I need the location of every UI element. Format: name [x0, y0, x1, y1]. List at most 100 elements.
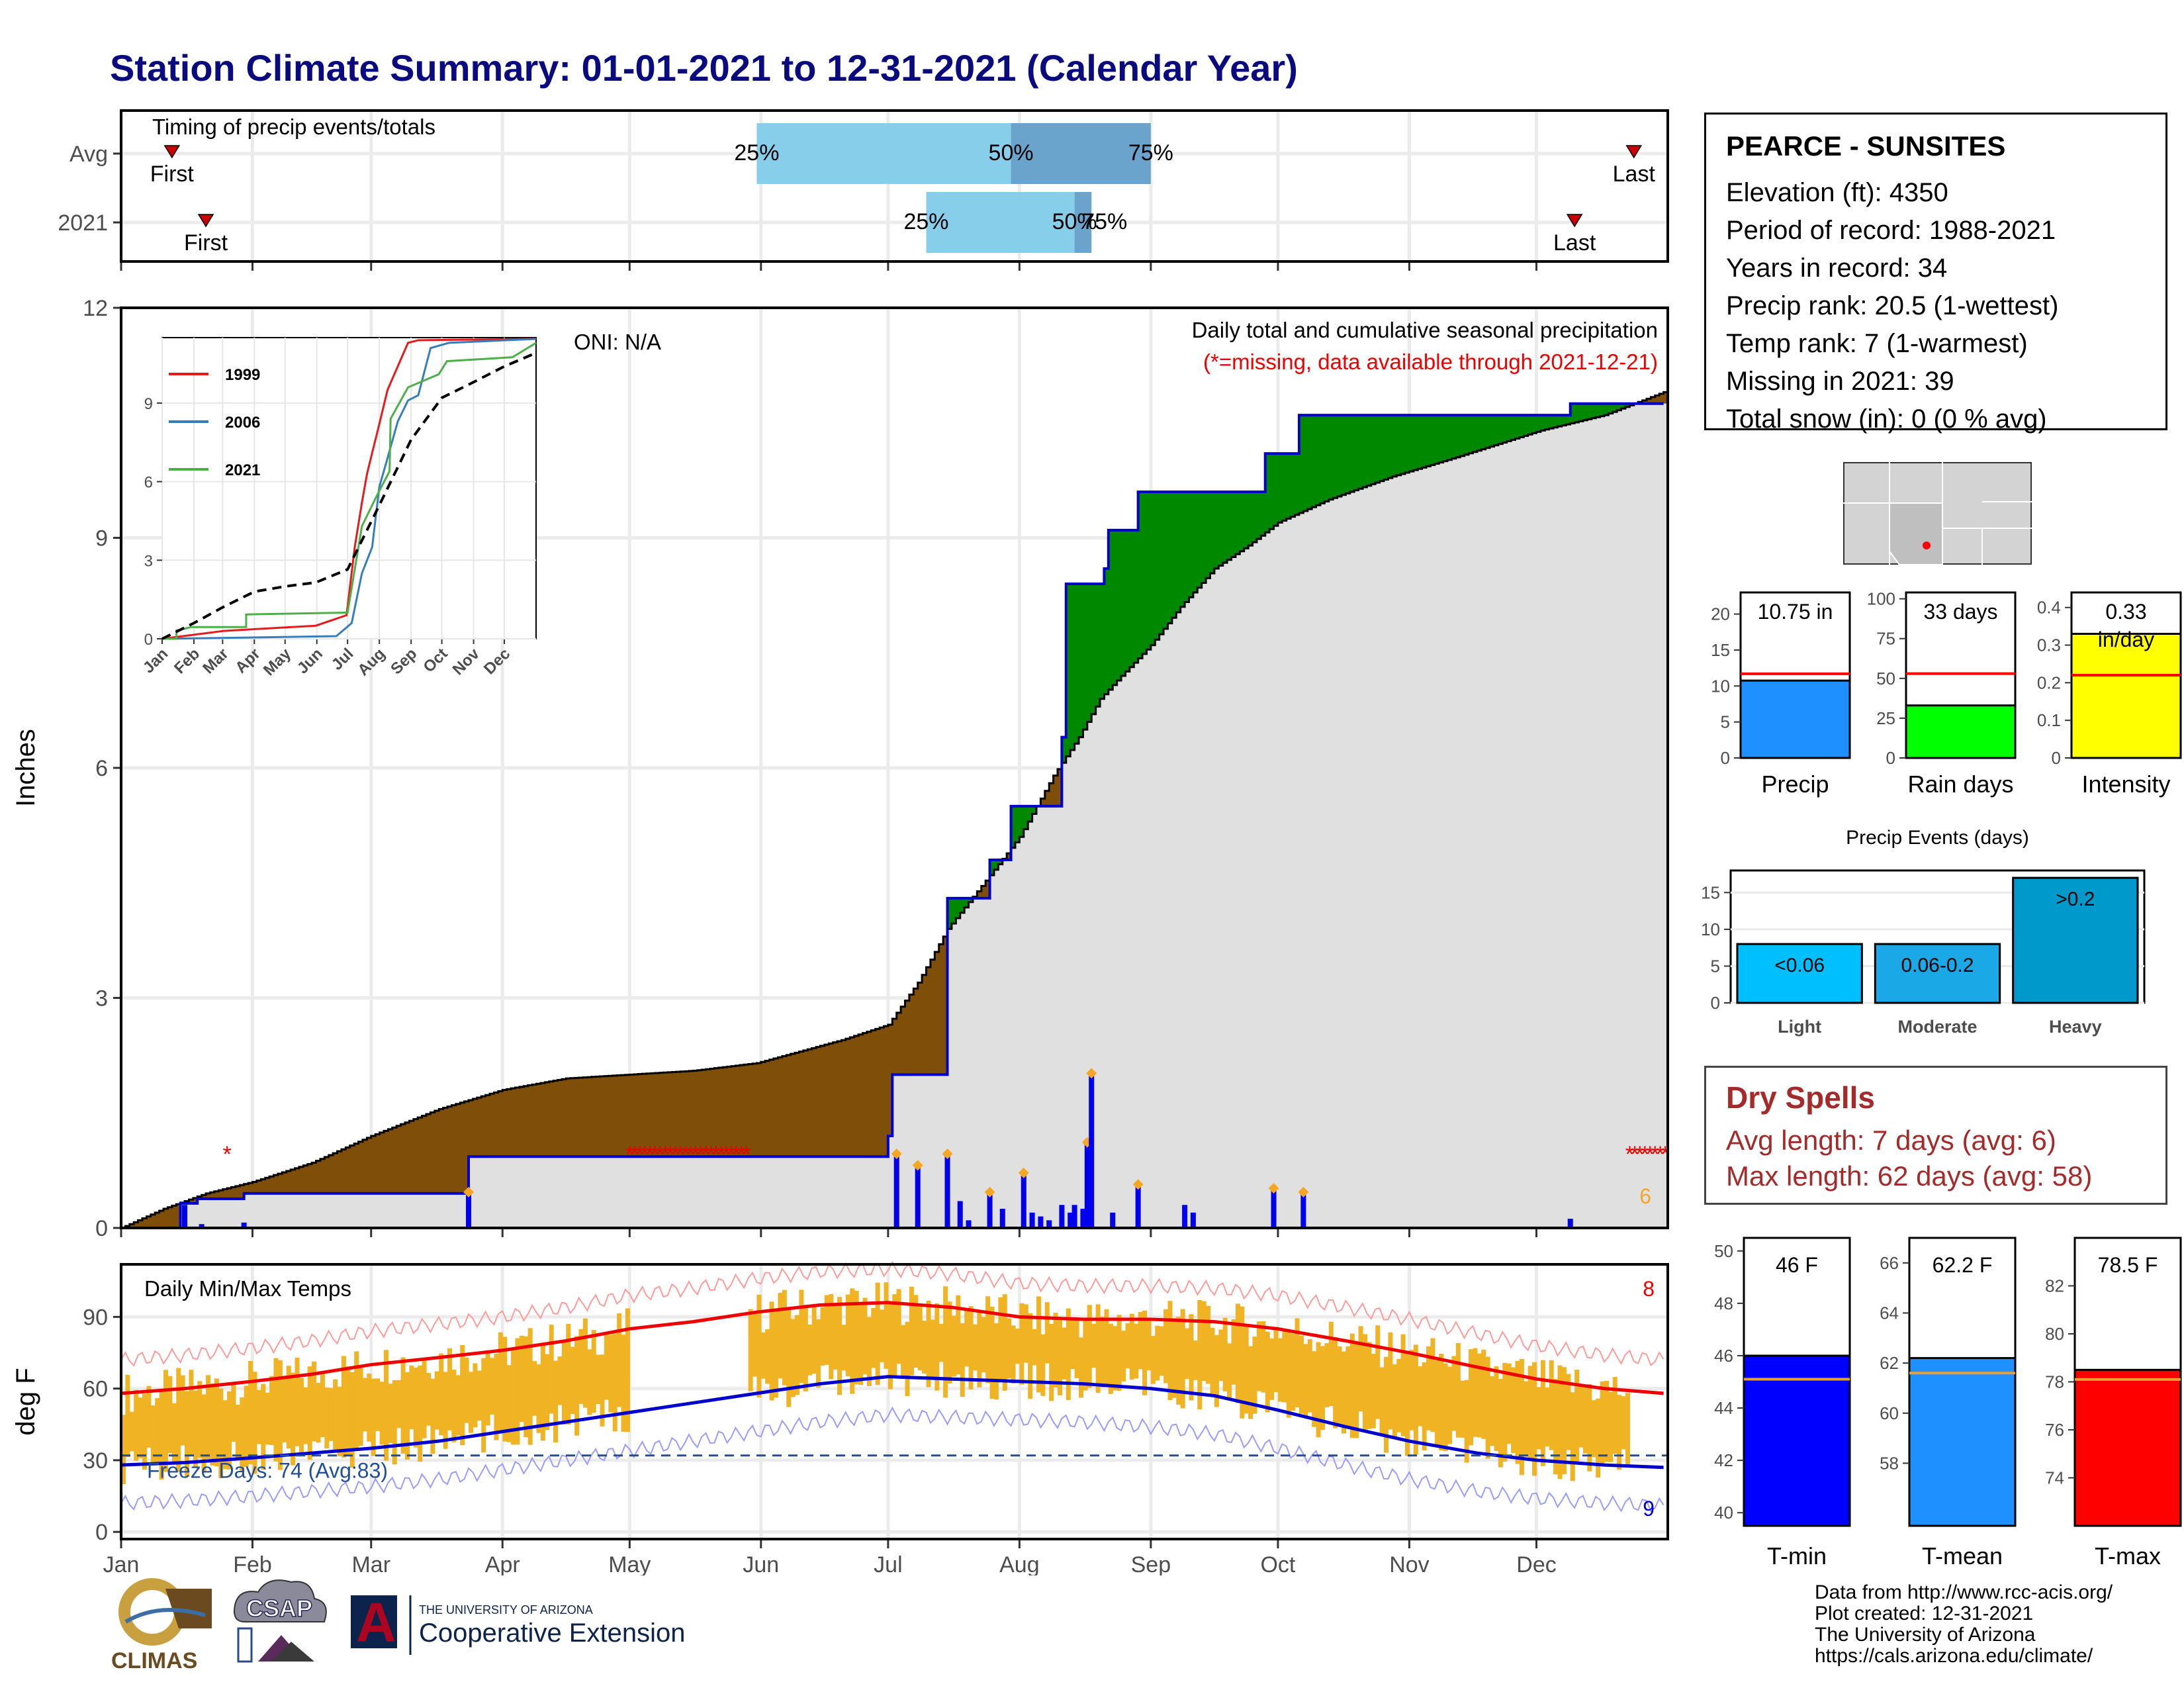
precip-normal-fill: [1201, 583, 1206, 1228]
precip-normal-fill: [1019, 837, 1024, 1228]
missing-day-marker: *: [702, 1142, 710, 1167]
precip-deficit-band: [1659, 393, 1664, 404]
precip-normal-fill: [1527, 434, 1533, 1228]
daily-temp-bar: [795, 1315, 800, 1395]
daily-temp-bar: [1405, 1354, 1410, 1456]
daily-precip-bar: [1046, 1220, 1052, 1228]
events-bar-label: <0.06: [1774, 955, 1825, 976]
precip-normal-fill: [718, 1156, 723, 1228]
station-line: Missing in 2021: 39: [1726, 367, 1954, 396]
precip-normal-fill: [1430, 465, 1435, 1228]
daily-temp-bar: [227, 1391, 232, 1470]
precip-normal-fill: [1422, 467, 1427, 1228]
precip-normal-fill: [1409, 471, 1414, 1228]
precip-surplus-band: [1578, 403, 1584, 422]
daily-temp-bar: [566, 1323, 571, 1425]
daily-temp-bar: [760, 1332, 766, 1379]
daily-temp-bar: [430, 1378, 435, 1454]
precip-normal-fill: [1180, 606, 1185, 1228]
last-event-label: Last: [1553, 230, 1596, 256]
precip-normal-fill: [1477, 450, 1482, 1229]
daily-temp-bar: [409, 1365, 414, 1430]
daily-temp-bar: [1379, 1367, 1385, 1434]
precip-normal-fill: [1659, 403, 1664, 1228]
precip-normal-fill: [307, 1193, 312, 1228]
precip-normal-fill: [608, 1156, 614, 1228]
daily-temp-bar: [1036, 1296, 1041, 1393]
precip-surplus-band: [1150, 492, 1156, 645]
precip-deficit-band: [498, 1091, 503, 1157]
daily-temp-bar: [1218, 1329, 1224, 1382]
precip-deficit-band: [273, 1175, 279, 1194]
precip-deficit-band: [582, 1077, 588, 1157]
daily-temp-bar: [596, 1354, 601, 1405]
precip-normal-fill: [1206, 578, 1211, 1228]
precip-deficit-band: [443, 1107, 448, 1194]
precip-surplus-band: [1426, 415, 1432, 467]
precip-normal-fill: [1248, 545, 1253, 1228]
daily-temp-bar: [392, 1380, 397, 1465]
daily-temp-bar: [1443, 1363, 1448, 1452]
daily-temp-bar: [1409, 1350, 1414, 1430]
month-tick-label: Jul: [874, 1552, 902, 1575]
precip-surplus-band: [1591, 403, 1596, 418]
precip-normal-fill: [1023, 829, 1028, 1228]
daily-temp-bar: [1413, 1344, 1418, 1455]
precip-normal-fill: [981, 898, 986, 1228]
precip-normal-fill: [748, 1156, 753, 1228]
daily-temp-bar: [1235, 1303, 1240, 1403]
precip-normal-fill: [1367, 485, 1372, 1228]
precip-surplus-band: [1388, 415, 1393, 479]
precip-deficit-band: [286, 1170, 291, 1194]
precip-deficit-band: [240, 1185, 245, 1199]
precip-deficit-band: [345, 1147, 351, 1194]
precip-deficit-band: [358, 1141, 363, 1194]
precip-normal-fill: [617, 1156, 622, 1228]
precip-normal-fill: [752, 1156, 758, 1228]
mini-panel-y-tick-label: 0: [2052, 748, 2061, 768]
precip-deficit-band: [142, 1218, 148, 1228]
mini-panel-y-tick-label: 58: [1880, 1453, 1899, 1473]
daily-temp-bar: [155, 1398, 160, 1463]
precip-surplus-band: [1095, 584, 1101, 707]
precip-deficit-band: [684, 1071, 690, 1157]
precip-normal-fill: [269, 1193, 275, 1228]
precip-normal-fill: [786, 1156, 792, 1228]
daily-temp-bar: [469, 1372, 474, 1433]
precip-surplus-band: [1108, 530, 1113, 690]
precip-deficit-band: [795, 1053, 800, 1157]
daily-temp-bar: [811, 1305, 817, 1374]
daily-temp-bar: [282, 1379, 287, 1442]
mini-panel-category: Rain days: [1907, 771, 2013, 798]
precip-normal-fill: [1536, 432, 1541, 1229]
heavy-event-marker: [1268, 1183, 1279, 1194]
precip-surplus-band: [1485, 415, 1490, 448]
missing-day-marker: *: [717, 1142, 725, 1167]
daily-temp-bar: [502, 1336, 508, 1442]
precip-surplus-band: [1269, 453, 1275, 530]
first-event-label: First: [150, 162, 195, 187]
precip-normal-fill: [1113, 684, 1118, 1228]
precip-surplus-band: [1498, 415, 1503, 444]
precip-normal-fill: [1261, 536, 1266, 1229]
precip-deficit-band: [171, 1205, 177, 1228]
mini-panel-y-tick-label: 75: [1876, 629, 1895, 649]
precip-deficit-band: [536, 1084, 541, 1157]
precip-deficit-band: [379, 1132, 385, 1194]
daily-temp-bar: [337, 1386, 342, 1456]
missing-day-marker: *: [686, 1142, 695, 1167]
missing-count-label: 6: [1639, 1184, 1651, 1208]
mini-panel-bar: [2073, 1368, 2182, 1527]
daily-temp-bar: [799, 1289, 804, 1383]
precip-normal-fill: [494, 1156, 499, 1228]
precip-surplus-band: [1612, 403, 1617, 412]
mini-panel-y-tick-label: 25: [1876, 708, 1895, 728]
precip-surplus-band: [1443, 415, 1448, 461]
precip-normal-fill: [731, 1156, 736, 1228]
precip-normal-fill: [256, 1193, 261, 1228]
precip-deficit-band: [218, 1190, 224, 1199]
logo-strip: CLIMAS CSAP A THE UNIVERSITY OF ARIZONA …: [111, 1578, 685, 1673]
daily-temp-bar: [1434, 1360, 1439, 1447]
precip-deficit-band: [227, 1188, 232, 1199]
precip-normal-fill: [1049, 806, 1054, 1228]
